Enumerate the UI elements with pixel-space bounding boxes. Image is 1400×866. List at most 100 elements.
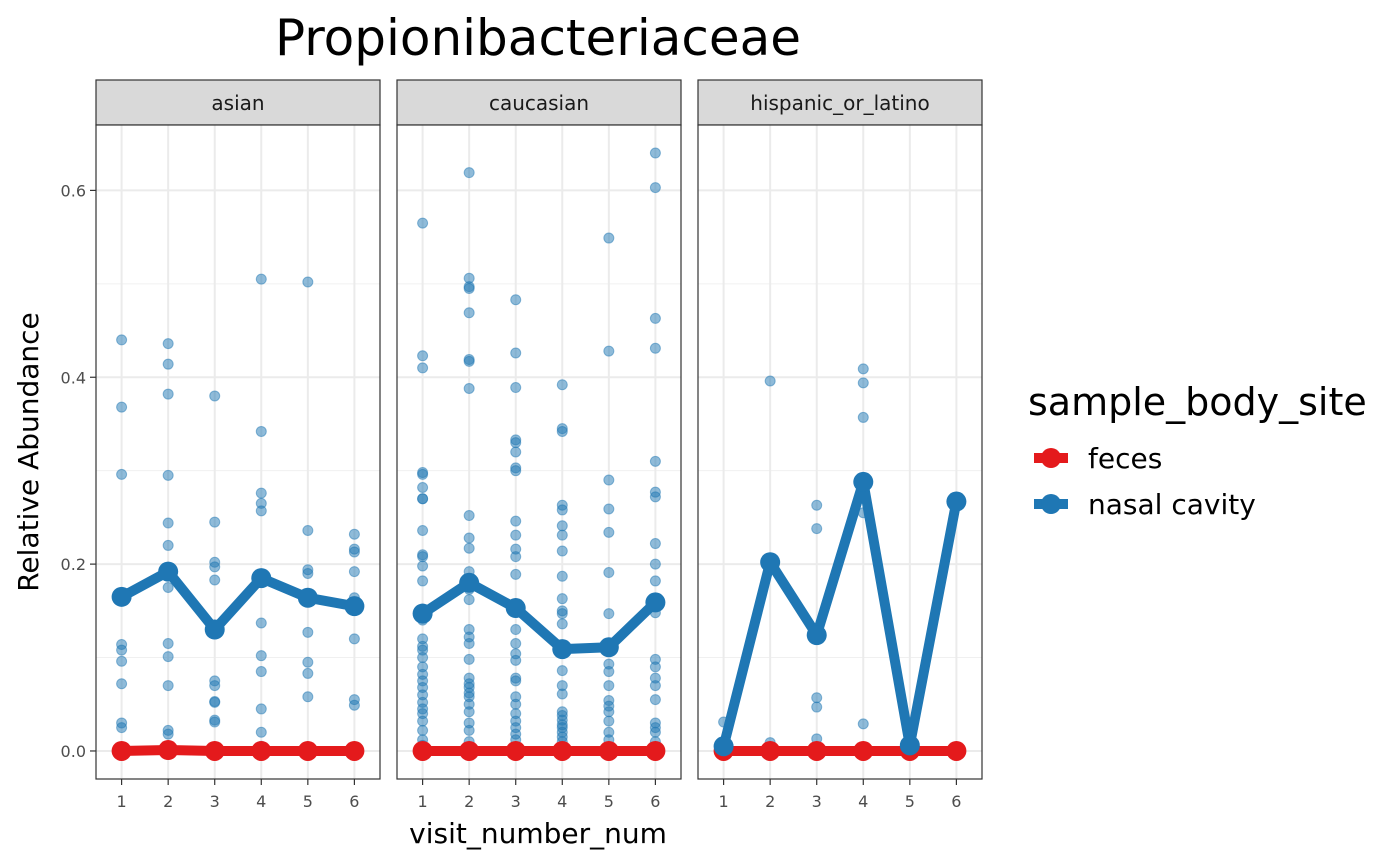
- y-axis: 0.0 0.2 0.4 0.6: [61, 181, 96, 761]
- data-point: [649, 558, 661, 570]
- panel-background: [397, 125, 681, 779]
- series-marker: [204, 740, 225, 761]
- data-point: [556, 520, 568, 532]
- data-point: [209, 561, 221, 573]
- x-axis-title: visit_number_num: [409, 817, 667, 850]
- data-point: [348, 546, 360, 558]
- data-point: [556, 593, 568, 605]
- facet-strip: [95, 79, 381, 126]
- data-point: [463, 307, 475, 319]
- y-tick-label: 0.2: [61, 555, 86, 574]
- data-point: [510, 638, 522, 650]
- data-point: [255, 487, 267, 499]
- data-point: [510, 698, 522, 710]
- data-point: [162, 358, 174, 370]
- data-point: [603, 345, 615, 357]
- data-point: [162, 680, 174, 692]
- data-point: [603, 706, 615, 718]
- data-point: [417, 350, 429, 362]
- y-tick-label: 0.0: [61, 742, 86, 761]
- data-point: [811, 701, 823, 713]
- series-marker: [645, 592, 666, 613]
- data-point: [649, 726, 661, 738]
- data-point: [649, 342, 661, 354]
- data-point: [255, 617, 267, 629]
- data-point: [255, 505, 267, 517]
- data-point: [811, 499, 823, 511]
- data-point: [556, 504, 568, 516]
- data-point: [857, 718, 869, 730]
- data-point: [463, 638, 475, 650]
- x-tick-label: 4: [557, 792, 567, 811]
- data-point: [603, 608, 615, 620]
- data-point: [510, 437, 522, 449]
- series-marker: [806, 625, 827, 646]
- data-point: [302, 276, 314, 288]
- series-marker: [552, 740, 573, 761]
- x-tick-label: 4: [858, 792, 868, 811]
- series-marker: [598, 637, 619, 658]
- data-point: [603, 503, 615, 515]
- data-point: [463, 594, 475, 606]
- data-point: [811, 523, 823, 535]
- x-tick-label: 5: [905, 792, 915, 811]
- series-marker: [158, 561, 179, 582]
- x-tick-label: 3: [511, 792, 521, 811]
- series-marker: [806, 740, 827, 761]
- data-point: [463, 510, 475, 522]
- data-point: [255, 273, 267, 285]
- data-point: [255, 425, 267, 437]
- data-point: [209, 390, 221, 402]
- data-point: [510, 382, 522, 394]
- x-tick-label: 1: [418, 792, 428, 811]
- data-point: [764, 375, 776, 387]
- data-point: [255, 650, 267, 662]
- legend-label: nasal cavity: [1088, 488, 1256, 521]
- x-tick-label: 1: [117, 792, 127, 811]
- series-marker: [297, 587, 318, 608]
- x-axis: 1 2 3 4 5 6: [117, 779, 359, 811]
- series-marker: [412, 603, 433, 624]
- gridlines: [96, 125, 380, 779]
- data-point: [302, 656, 314, 668]
- series-marker: [760, 552, 781, 573]
- data-point: [556, 379, 568, 391]
- facet-panel-caucasian: caucasian 1 2 3 4 5 6: [396, 79, 682, 811]
- data-point: [302, 667, 314, 679]
- series-line: [718, 476, 962, 752]
- data-point: [510, 654, 522, 666]
- data-point: [116, 655, 128, 667]
- x-tick-label: 3: [210, 792, 220, 811]
- data-point: [463, 382, 475, 394]
- data-point: [649, 575, 661, 587]
- data-point: [417, 560, 429, 572]
- legend: sample_body_site feces nasal cavity: [1028, 380, 1367, 521]
- series-line: [116, 745, 360, 756]
- data-point: [162, 469, 174, 481]
- data-point: [116, 468, 128, 480]
- data-point: [302, 691, 314, 703]
- legend-key-feces: feces: [1034, 442, 1162, 475]
- data-point: [556, 425, 568, 437]
- data-point: [510, 446, 522, 458]
- data-point: [649, 680, 661, 692]
- series-marker: [412, 740, 433, 761]
- data-point: [510, 551, 522, 563]
- data-point: [857, 411, 869, 423]
- data-point: [463, 532, 475, 544]
- data-point: [162, 728, 174, 740]
- data-point: [162, 651, 174, 663]
- series-marker: [344, 596, 365, 617]
- data-point: [463, 283, 475, 294]
- facet-strip-label: caucasian: [489, 91, 589, 115]
- data-point: [162, 581, 174, 593]
- panel-background: [96, 125, 380, 779]
- series-marker: [946, 491, 967, 512]
- data-point: [302, 626, 314, 638]
- data-point: [510, 675, 522, 687]
- data-point: [463, 542, 475, 554]
- x-tick-label: 6: [951, 792, 961, 811]
- data-point: [603, 666, 615, 678]
- series-marker: [251, 568, 272, 589]
